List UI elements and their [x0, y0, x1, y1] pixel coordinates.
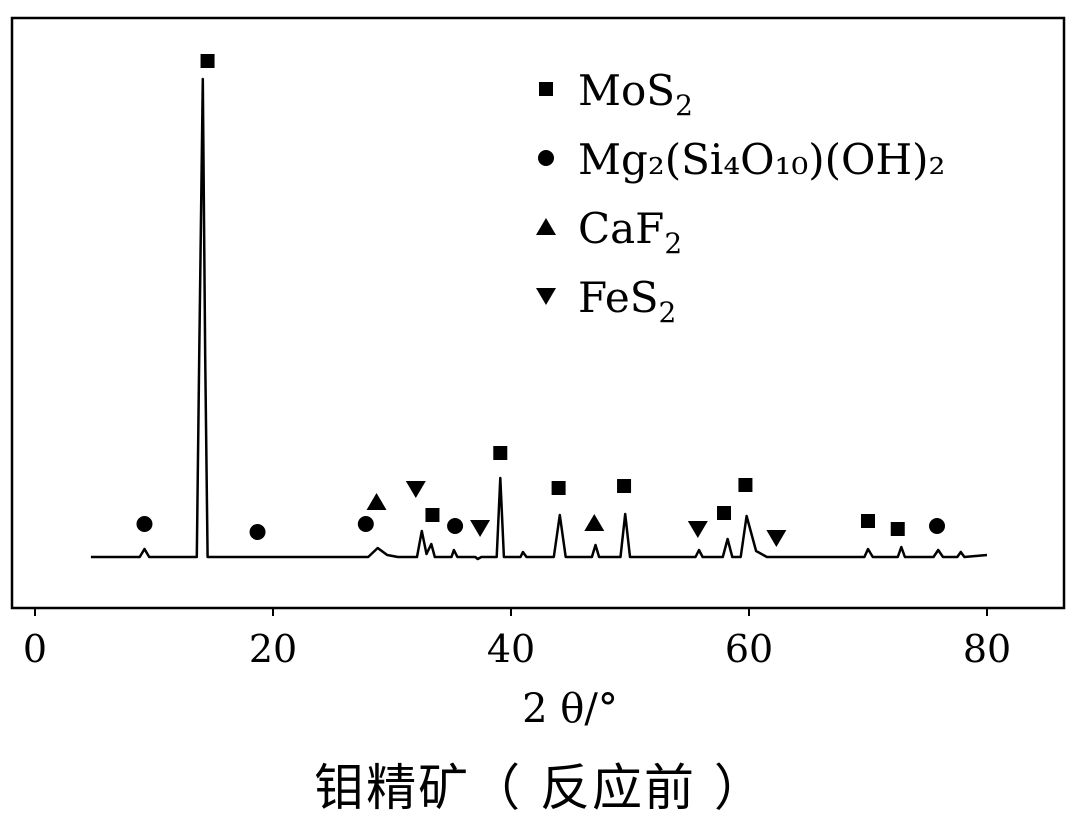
figure-caption: 钼精矿（ 反应前 ） — [314, 759, 766, 817]
triangle-down-peak-marker — [470, 520, 491, 537]
triangle-down-peak-marker — [405, 481, 426, 498]
legend-label: FeS2 — [578, 273, 676, 329]
legend-label: Mg₂(Si₄O₁₀)(OH)₂ — [578, 135, 945, 184]
legend-circle-marker — [538, 150, 554, 166]
peak-markers — [136, 54, 946, 547]
legend-label: CaF2 — [578, 204, 682, 260]
legend-triangle-up-marker — [536, 218, 556, 235]
x-tick-label: 20 — [249, 627, 297, 671]
x-tick-label: 0 — [23, 627, 47, 671]
circle-peak-marker — [929, 518, 946, 534]
square-peak-marker — [200, 54, 215, 68]
x-axis-ticks: 0 20 40 60 80 — [23, 608, 1011, 671]
x-axis-label: 2 θ/° — [522, 686, 618, 732]
square-peak-marker — [861, 514, 875, 528]
triangle-down-peak-marker — [687, 521, 708, 538]
legend: MoS2 Mg₂(Si₄O₁₀)(OH)₂ CaF2 FeS2 — [536, 66, 945, 329]
legend-triangle-down-marker — [536, 288, 556, 305]
square-peak-marker — [551, 481, 566, 495]
triangle-up-peak-marker — [584, 514, 605, 531]
triangle-down-peak-marker — [766, 530, 787, 547]
square-peak-marker — [493, 446, 508, 460]
triangle-up-peak-marker — [366, 493, 387, 510]
legend-square-marker — [539, 82, 553, 96]
circle-peak-marker — [249, 524, 266, 540]
square-peak-marker — [425, 508, 440, 522]
square-peak-marker — [717, 506, 732, 520]
circle-peak-marker — [136, 516, 153, 532]
square-peak-marker — [890, 522, 905, 536]
xrd-pattern-line — [90, 77, 988, 561]
square-peak-marker — [617, 479, 632, 493]
circle-peak-marker — [357, 516, 374, 532]
x-tick-label: 40 — [487, 627, 535, 671]
legend-label: MoS2 — [578, 66, 693, 122]
x-tick-label: 60 — [725, 627, 773, 671]
plot-frame — [10, 16, 1066, 610]
xrd-chart: 0 20 40 60 80 2 θ/° MoS2 Mg₂(Si₄O₁₀)(OH)₂ CaF2… — [10, 16, 1066, 732]
square-peak-marker — [738, 478, 753, 492]
circle-peak-marker — [447, 518, 464, 534]
x-tick-label: 80 — [963, 627, 1011, 671]
